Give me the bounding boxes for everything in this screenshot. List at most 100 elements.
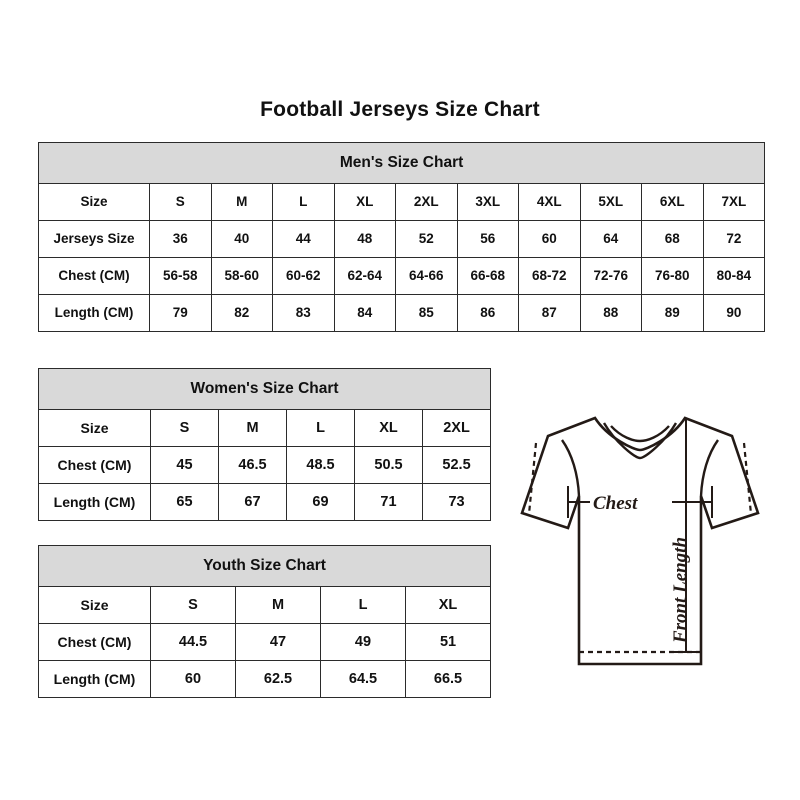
- table-cell: M: [218, 409, 287, 447]
- table-cell: 90: [702, 294, 766, 332]
- table-cell: 58-60: [210, 257, 273, 295]
- front-length-label: Front Length: [670, 537, 691, 644]
- row-label: Jerseys Size: [38, 220, 150, 258]
- table-cell: 64-66: [395, 257, 458, 295]
- table-cell: S: [150, 409, 219, 447]
- mens-table-caption: Men's Size Chart: [37, 142, 766, 184]
- collar-inner-v-icon: [602, 422, 678, 460]
- table-cell: 50.5: [354, 446, 423, 484]
- table-cell: 87: [518, 294, 581, 332]
- table-cell: 62.5: [235, 660, 321, 698]
- table-cell: 44.5: [150, 623, 236, 661]
- table-cell: 88: [579, 294, 642, 332]
- table-cell: S: [149, 183, 212, 221]
- table-cell: 76-80: [641, 257, 704, 295]
- table-cell: 6XL: [641, 183, 704, 221]
- page-title: Football Jerseys Size Chart: [260, 98, 540, 121]
- table-row: Jerseys Size 36 40 44 48 52 56 60 64 68 …: [38, 220, 766, 258]
- table-cell: 68-72: [518, 257, 581, 295]
- table-cell: 60: [518, 220, 581, 258]
- left-armhole-seam: [561, 439, 581, 497]
- table-caption-row: Women's Size Chart: [37, 368, 492, 410]
- table-row: Size S M L XL 2XL: [38, 409, 492, 447]
- row-label: Size: [38, 586, 151, 624]
- table-cell: L: [320, 586, 406, 624]
- table-cell: 85: [395, 294, 458, 332]
- table-cell: S: [150, 586, 236, 624]
- table-row: Chest (CM) 56-58 58-60 60-62 62-64 64-66…: [38, 257, 766, 295]
- jersey-body-outline: [520, 416, 760, 666]
- table-cell: 66.5: [404, 660, 492, 698]
- table-cell: 52.5: [421, 446, 492, 484]
- table-cell: M: [210, 183, 273, 221]
- table-cell: 65: [150, 483, 219, 521]
- chest-label: Chest: [593, 493, 638, 514]
- table-cell: 64.5: [320, 660, 406, 698]
- table-cell: 46.5: [218, 446, 287, 484]
- table-cell: 48.5: [286, 446, 355, 484]
- table-cell: 40: [210, 220, 273, 258]
- jersey-measurement-diagram: Chest Front Length: [500, 404, 780, 694]
- table-cell: 2XL: [395, 183, 458, 221]
- row-label: Size: [38, 183, 150, 221]
- table-cell: 45: [150, 446, 219, 484]
- table-cell: 84: [333, 294, 396, 332]
- table-cell: 69: [286, 483, 355, 521]
- table-cell: 64: [579, 220, 642, 258]
- table-cell: 49: [320, 623, 406, 661]
- table-cell: 51: [404, 623, 492, 661]
- row-label: Length (CM): [38, 483, 151, 521]
- table-cell: 68: [641, 220, 704, 258]
- table-cell: M: [235, 586, 321, 624]
- womens-size-table: Women's Size Chart Size S M L XL 2XL Che…: [37, 368, 492, 521]
- womens-table-caption: Women's Size Chart: [37, 368, 492, 410]
- table-cell: 72: [702, 220, 766, 258]
- table-cell: 36: [149, 220, 212, 258]
- table-cell: 82: [210, 294, 273, 332]
- table-cell: XL: [354, 409, 423, 447]
- table-row: Size S M L XL 2XL 3XL 4XL 5XL 6XL 7XL: [38, 183, 766, 221]
- table-cell: 7XL: [702, 183, 766, 221]
- table-cell: XL: [333, 183, 396, 221]
- table-cell: 67: [218, 483, 287, 521]
- table-cell: 4XL: [518, 183, 581, 221]
- table-cell: 79: [149, 294, 212, 332]
- table-row: Length (CM) 60 62.5 64.5 66.5: [38, 660, 492, 698]
- table-cell: 73: [421, 483, 492, 521]
- youth-size-table: Youth Size Chart Size S M L XL Chest (CM…: [37, 545, 492, 698]
- table-caption-row: Youth Size Chart: [37, 545, 492, 587]
- table-cell: L: [272, 183, 335, 221]
- youth-table-caption: Youth Size Chart: [37, 545, 492, 587]
- table-row: Length (CM) 79 82 83 84 85 86 87 88 89 9…: [38, 294, 766, 332]
- table-cell: 56-58: [149, 257, 212, 295]
- table-cell: L: [286, 409, 355, 447]
- table-cell: 80-84: [702, 257, 766, 295]
- table-cell: 48: [333, 220, 396, 258]
- table-row: Size S M L XL: [38, 586, 492, 624]
- right-cuff-stitch: [742, 442, 753, 515]
- table-row: Length (CM) 65 67 69 71 73: [38, 483, 492, 521]
- table-cell: 5XL: [579, 183, 642, 221]
- table-caption-row: Men's Size Chart: [37, 142, 766, 184]
- table-cell: 71: [354, 483, 423, 521]
- row-label: Chest (CM): [38, 623, 151, 661]
- table-cell: 56: [456, 220, 519, 258]
- table-cell: 60-62: [272, 257, 335, 295]
- table-row: Chest (CM) 45 46.5 48.5 50.5 52.5: [38, 446, 492, 484]
- table-cell: 3XL: [456, 183, 519, 221]
- row-label: Size: [38, 409, 151, 447]
- collar-top-arc-icon: [610, 425, 670, 443]
- table-cell: 72-76: [579, 257, 642, 295]
- table-cell: 62-64: [333, 257, 396, 295]
- table-cell: 47: [235, 623, 321, 661]
- table-cell: 44: [272, 220, 335, 258]
- table-cell: 2XL: [421, 409, 492, 447]
- table-cell: 83: [272, 294, 335, 332]
- table-cell: 89: [641, 294, 704, 332]
- right-armhole-seam: [699, 439, 719, 497]
- row-label: Chest (CM): [38, 446, 151, 484]
- table-cell: 52: [395, 220, 458, 258]
- table-cell: 86: [456, 294, 519, 332]
- table-row: Chest (CM) 44.5 47 49 51: [38, 623, 492, 661]
- table-cell: XL: [404, 586, 492, 624]
